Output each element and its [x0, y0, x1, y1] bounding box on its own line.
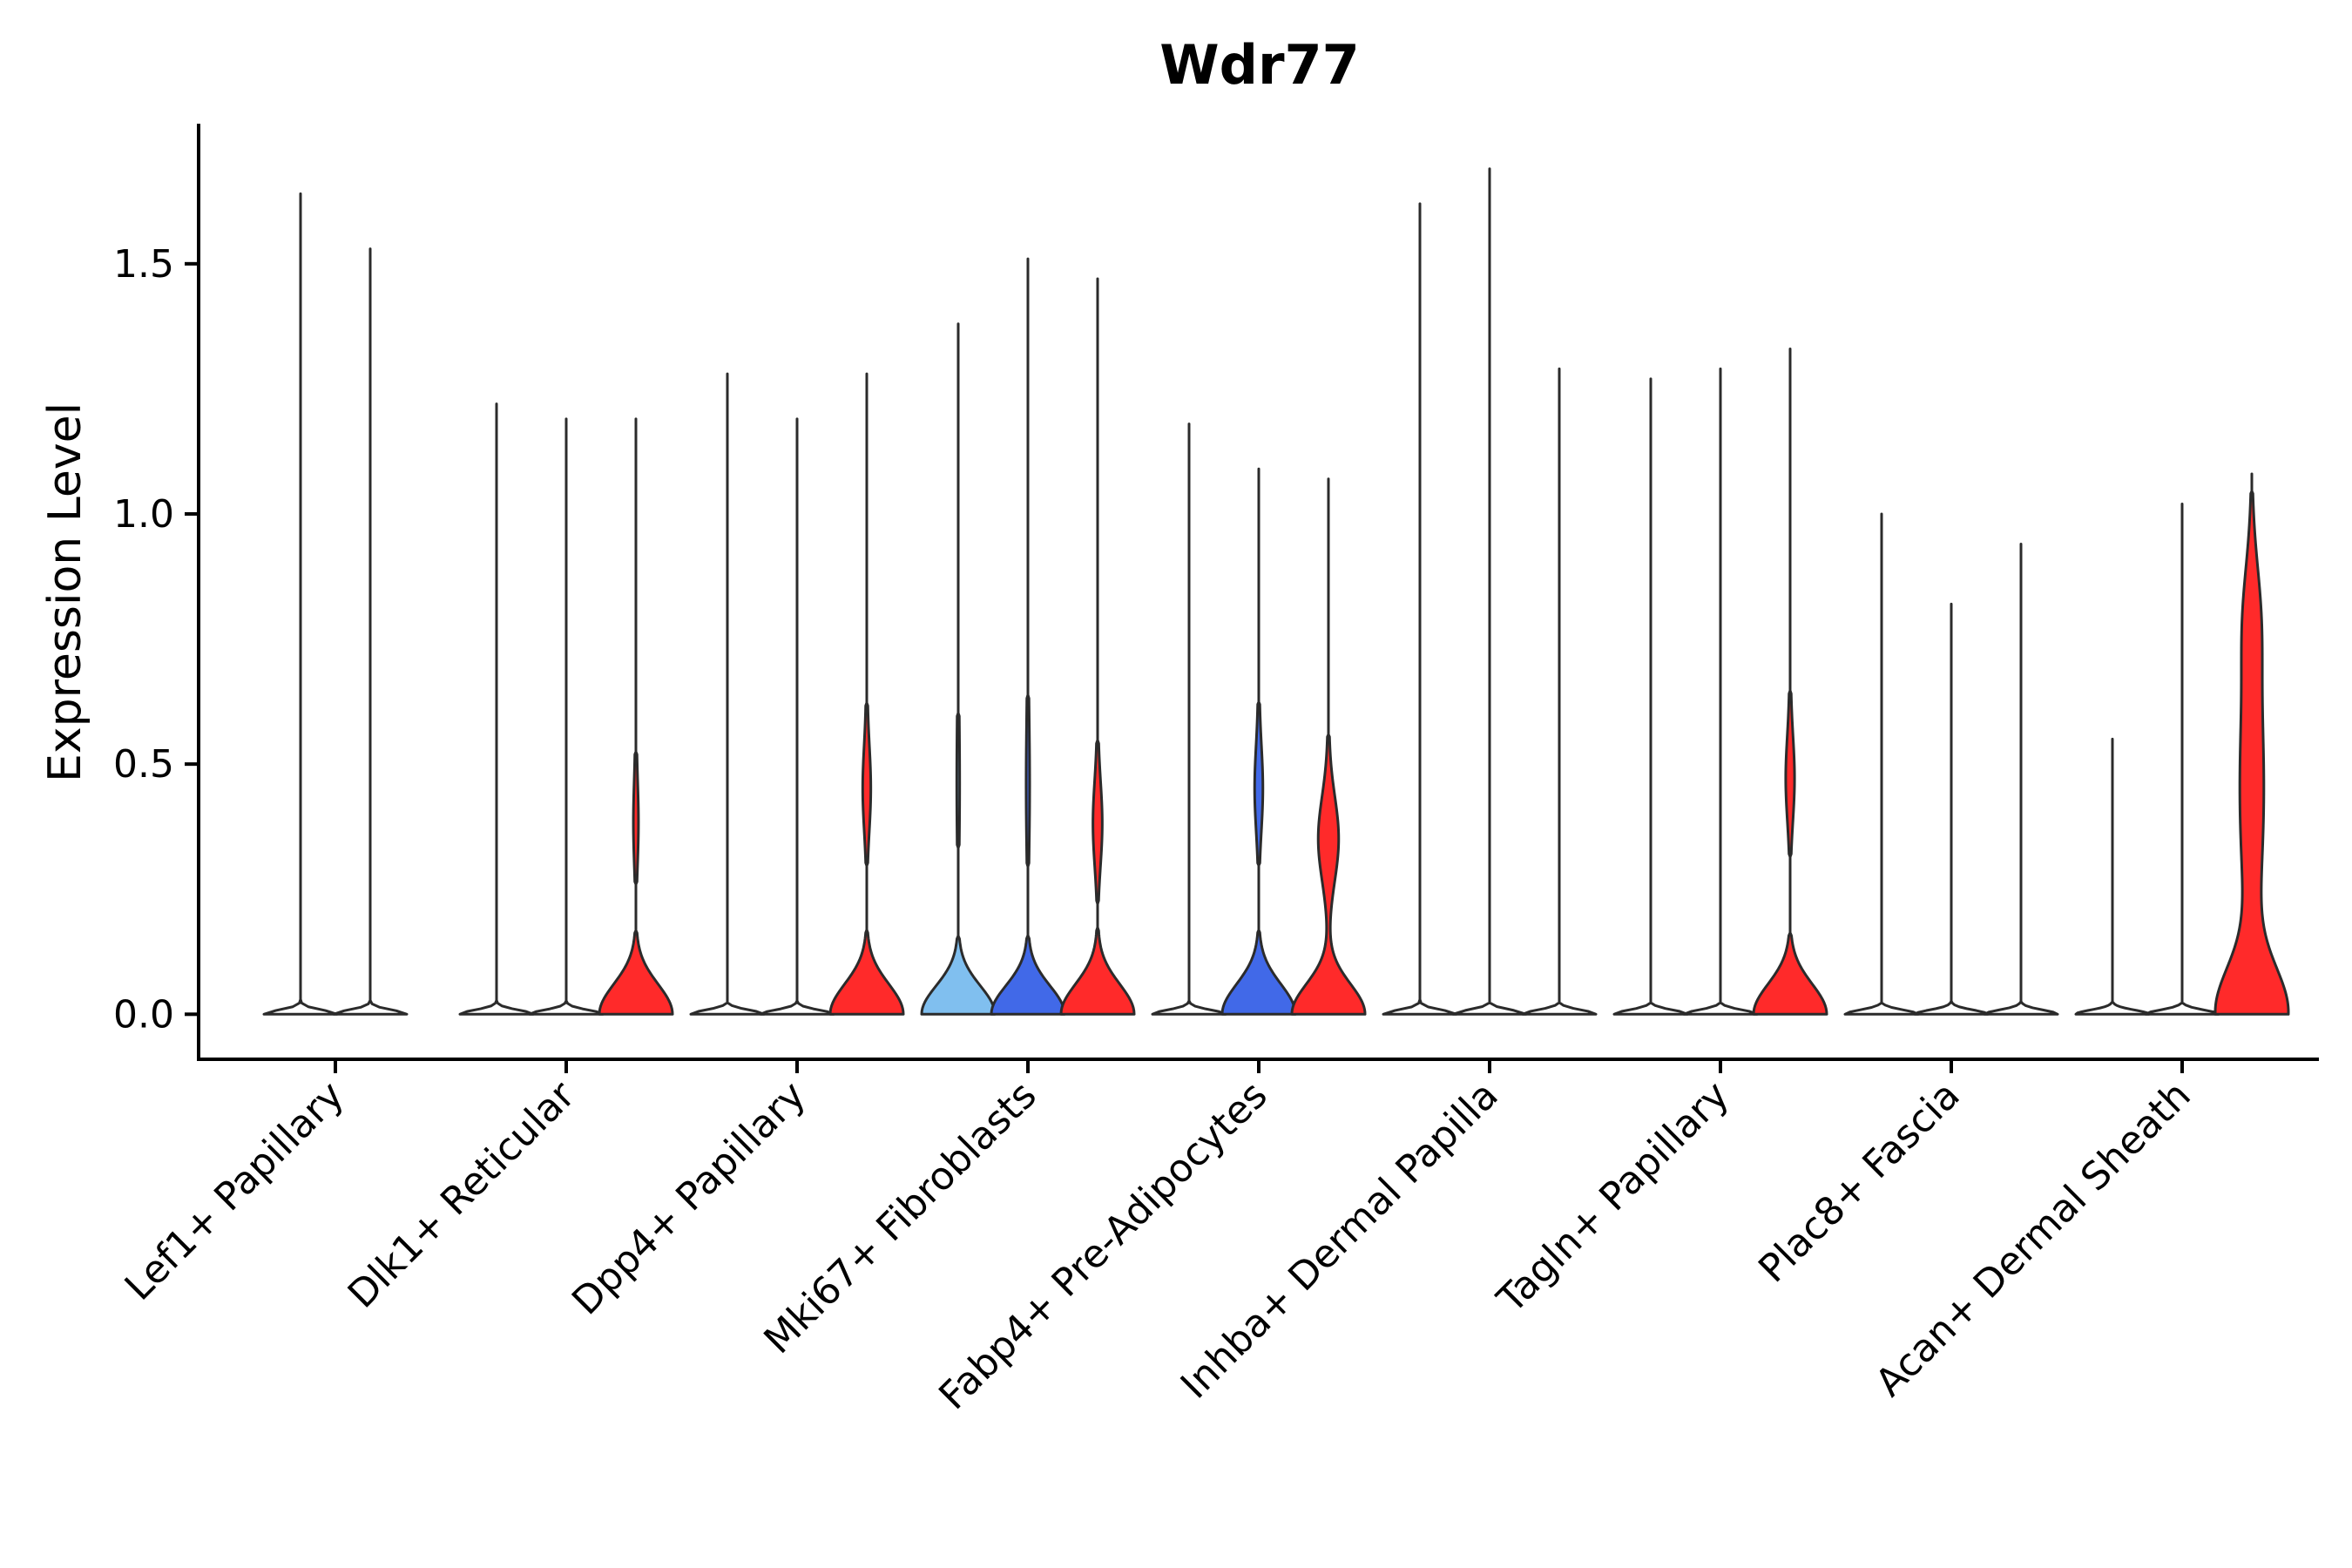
violin-2-1 — [458, 402, 535, 1016]
violin-9-3 — [2213, 472, 2290, 1016]
violin-2-2 — [528, 417, 605, 1016]
violin-5-1 — [1151, 422, 1227, 1016]
violin-6-1 — [1382, 202, 1458, 1016]
violin-8-3 — [1983, 542, 2059, 1016]
violin-3-2 — [759, 417, 835, 1016]
violin-9-1 — [2074, 737, 2151, 1016]
violin-7-2 — [1682, 367, 1759, 1016]
y-tick-label: 0.5 — [113, 742, 174, 787]
x-tick-label: Dlk1+ Reticular — [340, 1072, 585, 1317]
x-tick-label: Dpp4+ Papillary — [564, 1073, 814, 1324]
violin-3-3 — [828, 372, 905, 1016]
x-tick-label: Plac8+ Fascia — [1750, 1073, 1969, 1292]
violin-7-1 — [1612, 377, 1689, 1016]
violin-3-1 — [689, 372, 766, 1016]
violin-5-3 — [1290, 477, 1367, 1016]
y-tick-label: 0.0 — [113, 992, 174, 1037]
chart-title: Wdr77 — [1159, 33, 1360, 97]
violin-1-2 — [332, 247, 409, 1016]
violin-8-2 — [1913, 602, 1990, 1016]
violin-7-3 — [1752, 347, 1828, 1016]
violin-4-3 — [1059, 277, 1136, 1016]
y-tick-label: 1.0 — [113, 492, 174, 537]
violin-6-3 — [1521, 367, 1598, 1016]
y-tick-label: 1.5 — [113, 242, 174, 287]
violin-1-1 — [262, 192, 339, 1016]
violin-4-1 — [920, 322, 997, 1016]
violins-layer — [262, 167, 2290, 1016]
violin-8-1 — [1843, 512, 1920, 1016]
y-ticks: 0.0 0.5 1.0 1.5 — [113, 242, 199, 1037]
x-tick-label: Tagln+ Papillary — [1489, 1073, 1738, 1322]
y-axis-title: Expression Level — [39, 402, 91, 782]
x-tick-label: Lef1+ Papillary — [117, 1073, 353, 1309]
violin-6-2 — [1451, 167, 1528, 1016]
violin-2-3 — [598, 417, 674, 1016]
violin-4-2 — [990, 257, 1066, 1016]
violin-9-2 — [2144, 502, 2220, 1016]
violin-5-2 — [1220, 467, 1297, 1016]
